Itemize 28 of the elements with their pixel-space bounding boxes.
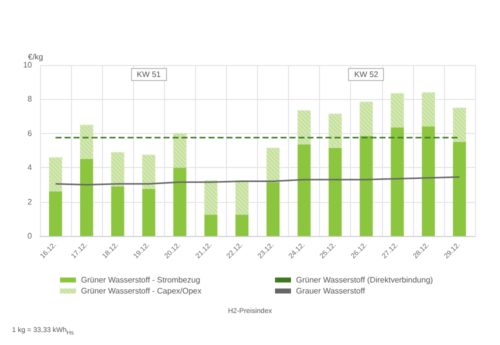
bar [422,126,435,236]
bar [328,148,342,236]
bar [390,127,404,236]
bar [173,168,186,236]
y-tick-label: 0 [28,232,33,240]
bar [298,144,311,236]
bar [49,192,62,236]
bar [452,142,466,236]
annotation: KW 51 [130,68,167,81]
y-tick-label: 2 [28,197,33,206]
legend-label: Grauer Wasserstoff [296,286,366,296]
y-tick-label: 4 [28,163,33,172]
bar [80,159,94,236]
bar [111,186,124,236]
y-tick-label: 10 [23,60,33,70]
bar [266,182,280,236]
y-tick-label: 8 [28,94,33,104]
annotation: KW 52 [348,68,384,81]
legend-label: Grüner Wasserstoff - Capex/Opex [81,286,202,296]
legend-label: Grüner Wasserstoff - Strombezug [81,276,200,284]
y-axis-title: €/kg [28,52,44,62]
bar [204,214,218,236]
bar [142,188,156,236]
bar [360,136,373,236]
bar [235,214,248,236]
legend-label: Grüner Wasserstoff (Direktverbindung) [296,276,434,284]
line-series [54,176,460,186]
y-tick-label: 6 [28,128,33,138]
